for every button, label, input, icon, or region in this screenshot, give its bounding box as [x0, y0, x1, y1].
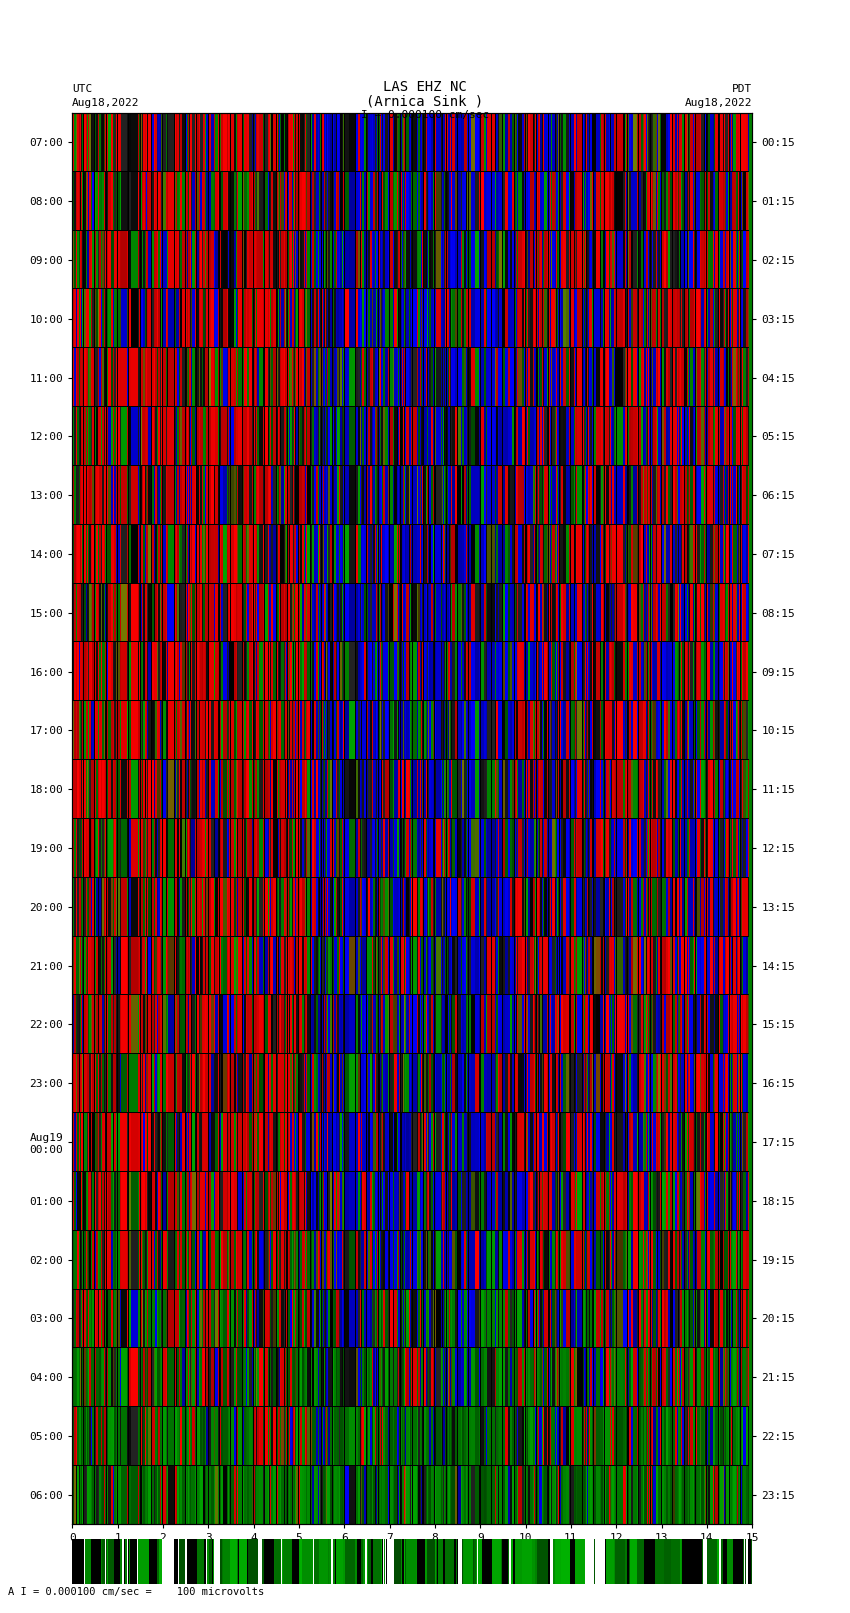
X-axis label: TIME (MINUTES): TIME (MINUTES) [360, 1547, 465, 1560]
Text: PDT: PDT [732, 84, 752, 94]
Text: LAS EHZ NC: LAS EHZ NC [383, 81, 467, 94]
Text: UTC: UTC [72, 84, 93, 94]
Text: A I = 0.000100 cm/sec =    100 microvolts: A I = 0.000100 cm/sec = 100 microvolts [8, 1587, 264, 1597]
Text: Aug18,2022: Aug18,2022 [72, 98, 139, 108]
Text: Aug18,2022: Aug18,2022 [685, 98, 752, 108]
Text: I = 0.000100 cm/sec: I = 0.000100 cm/sec [361, 110, 489, 121]
Text: (Arnica Sink ): (Arnica Sink ) [366, 94, 484, 108]
